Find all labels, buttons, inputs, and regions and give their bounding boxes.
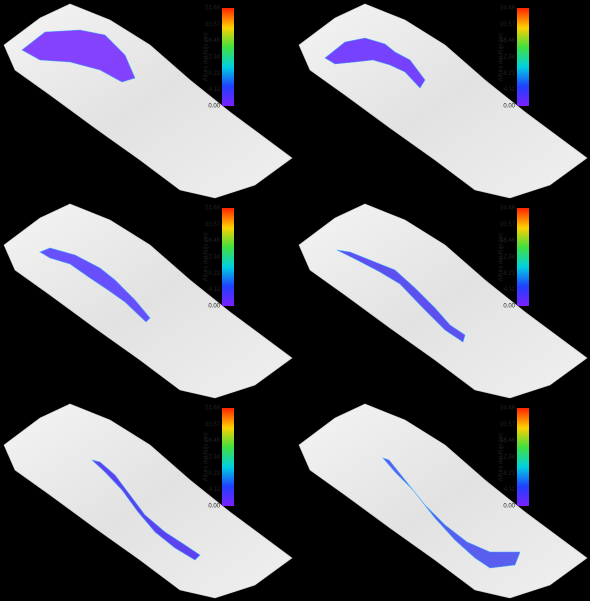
colorbar-tick-label: 24.69: [500, 6, 516, 12]
flow: [382, 457, 521, 569]
colorbar-tick-label: 20.57: [500, 222, 516, 228]
colorbar-tick-label: 24.69: [205, 206, 221, 212]
flow: [324, 37, 426, 89]
colorbar-label: Altura del flujo (m): [204, 233, 210, 282]
colorbar-tick-label: 0.00: [503, 104, 515, 110]
colorbar-label: Altura del flujo (m): [499, 233, 505, 282]
colorbar-tick-label: 12.34: [500, 55, 516, 61]
colorbar-tick-label: 16.46: [205, 438, 221, 444]
colorbar: [222, 208, 234, 306]
colorbar: [517, 208, 529, 306]
colorbar-tick-label: 4.11: [209, 287, 221, 293]
colorbar-tick-label: 20.57: [500, 22, 516, 28]
colorbar-tick-label: 4.11: [504, 87, 516, 93]
flow: [39, 247, 151, 323]
colorbar-tick-label: 12.34: [205, 55, 221, 61]
colorbar-tick-label: 4.11: [504, 287, 516, 293]
flow: [91, 459, 201, 561]
colorbar-tick-label: 24.69: [205, 406, 221, 412]
colorbar-tick-label: 24.69: [205, 6, 221, 12]
colorbar-tick-label: 8.23: [503, 271, 515, 277]
colorbar-tick-label: 4.11: [504, 487, 516, 493]
colorbar-tick-label: 4.11: [209, 87, 221, 93]
flow: [336, 249, 466, 343]
colorbar-tick-label: 8.23: [208, 71, 220, 77]
colorbar-tick-label: 12.34: [500, 455, 516, 461]
colorbar-tick-label: 0.00: [208, 504, 220, 510]
terrain: [298, 403, 588, 599]
colorbar-tick-label: 20.57: [205, 22, 221, 28]
colorbar-tick-label: 8.23: [503, 471, 515, 477]
colorbar-tick-label: 20.57: [500, 422, 516, 428]
panel: 24.69 20.57 16.46 12.34 8.23 4.11 0.00 Altura d…: [298, 403, 588, 599]
colorbar: [222, 8, 234, 106]
panel: 24.69 20.57 16.46 12.34 8.23 4.11 0.00 Altura d…: [298, 203, 588, 399]
colorbar-tick-label: 12.34: [500, 255, 516, 261]
terrain: [3, 203, 293, 399]
colorbar-tick-label: 24.69: [500, 406, 516, 412]
colorbar-tick-label: 8.23: [503, 71, 515, 77]
colorbar-tick-label: 20.57: [205, 422, 221, 428]
colorbar-label: Altura del flujo (m): [204, 33, 210, 82]
colorbar-tick-label: 8.23: [208, 271, 220, 277]
colorbar-tick-label: 20.57: [205, 222, 221, 228]
colorbar: [517, 408, 529, 506]
colorbar-label: Altura del flujo (m): [499, 433, 505, 482]
colorbar: [222, 408, 234, 506]
colorbar-tick-label: 0.00: [208, 304, 220, 310]
panel: 24.69 20.57 16.46 12.34 8.23 4.11 0.00 Altura d…: [3, 403, 293, 599]
flow: [21, 29, 136, 83]
panel: 24.69 20.57 16.46 12.34 8.23 4.11 0.00 Altura d…: [3, 3, 293, 199]
colorbar-tick-label: 0.00: [503, 504, 515, 510]
terrain: [3, 403, 293, 599]
colorbar-tick-label: 4.11: [209, 487, 221, 493]
colorbar: [517, 8, 529, 106]
colorbar-tick-label: 12.34: [205, 455, 221, 461]
terrain: [298, 203, 588, 399]
colorbar-tick-label: 12.34: [205, 255, 221, 261]
colorbar-tick-label: 24.69: [500, 206, 516, 212]
panel: 24.69 20.57 16.46 12.34 8.23 4.11 0.00 Altura d…: [3, 203, 293, 399]
colorbar-tick-label: 16.46: [205, 238, 221, 244]
colorbar-label: Altura del flujo (m): [499, 33, 505, 82]
colorbar-tick-label: 0.00: [208, 104, 220, 110]
panel: 24.69 20.57 16.46 12.34 8.23 4.11 0.00 Altura d…: [298, 3, 588, 199]
colorbar-label: Altura del flujo (m): [204, 433, 210, 482]
colorbar-tick-label: 16.46: [500, 38, 516, 44]
colorbar-tick-label: 16.46: [205, 38, 221, 44]
colorbar-tick-label: 0.00: [503, 304, 515, 310]
colorbar-tick-label: 16.46: [500, 238, 516, 244]
colorbar-tick-label: 8.23: [208, 471, 220, 477]
colorbar-tick-label: 16.46: [500, 438, 516, 444]
